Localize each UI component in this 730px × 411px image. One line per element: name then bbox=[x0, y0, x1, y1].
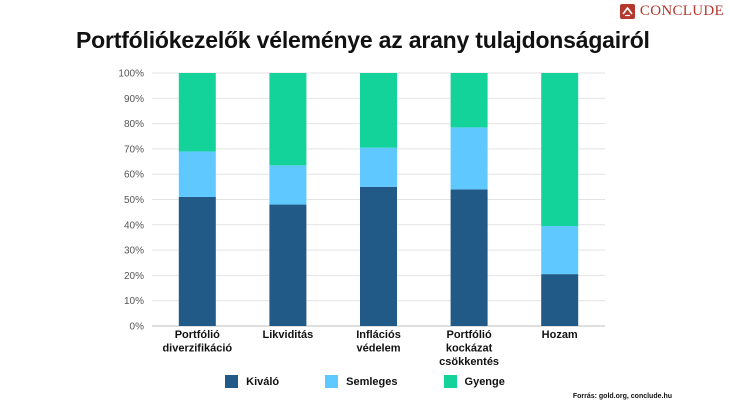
brand-logo: CONCLUDE bbox=[619, 3, 724, 20]
source-note: Forrás: gold.org, conclude.hu bbox=[572, 393, 672, 400]
bar-segment bbox=[450, 73, 488, 128]
y-tick-label: 80% bbox=[124, 119, 144, 130]
bar-segment bbox=[269, 165, 307, 205]
bar-segment bbox=[360, 73, 397, 148]
bar-segment bbox=[178, 151, 216, 197]
chart-legend: Kiváló Semleges Gyenge bbox=[0, 375, 730, 388]
x-category-label: Likviditás bbox=[263, 329, 314, 341]
bar-segment bbox=[360, 186, 397, 326]
x-category-label: védelem bbox=[356, 343, 400, 355]
y-tick-label: 100% bbox=[118, 69, 144, 80]
legend-item: Semleges bbox=[325, 375, 398, 388]
stacked-bar-chart: 0% 10% 20% 30% 40% 50% 60% 70% 80% 90% 100% Portfól… bbox=[118, 69, 605, 368]
bar-segment bbox=[450, 127, 488, 190]
y-tick-label: 20% bbox=[124, 271, 144, 282]
chart-title: Portfóliókezelők véleménye az arany tula… bbox=[76, 27, 650, 53]
y-tick-label: 10% bbox=[124, 296, 144, 307]
bar-segment bbox=[269, 204, 307, 326]
bar-segment bbox=[541, 274, 579, 326]
x-category-label: Inflációs bbox=[356, 329, 401, 341]
y-tick-label: 60% bbox=[124, 170, 144, 181]
legend-label: Gyenge bbox=[464, 375, 505, 388]
x-category-label: Portfólió bbox=[175, 329, 220, 341]
legend-swatch bbox=[325, 375, 339, 388]
x-category-label: csökkentés bbox=[439, 356, 499, 368]
legend-swatch bbox=[225, 375, 239, 388]
bar-segment bbox=[450, 189, 488, 326]
y-tick-label: 40% bbox=[124, 220, 144, 231]
y-tick-label: 90% bbox=[124, 94, 144, 105]
legend-label: Semleges bbox=[346, 375, 398, 388]
bar-segment bbox=[269, 73, 307, 166]
legend-item: Kiváló bbox=[225, 375, 279, 388]
y-tick-label: 30% bbox=[124, 246, 144, 257]
brand-name: CONCLUDE bbox=[639, 3, 724, 19]
brand-mark-icon bbox=[619, 4, 635, 19]
y-tick-label: 50% bbox=[124, 195, 144, 206]
x-category-label: Hozam bbox=[542, 329, 578, 341]
bar-segment bbox=[541, 73, 579, 227]
bar-segment bbox=[360, 147, 397, 187]
x-category-label: kockázat bbox=[446, 343, 493, 355]
bar-segment bbox=[178, 196, 216, 326]
bar-segment bbox=[541, 226, 579, 275]
x-category-label: diverzifikáció bbox=[162, 343, 232, 355]
y-tick-label: 0% bbox=[130, 322, 145, 333]
legend-item: Gyenge bbox=[443, 375, 505, 388]
x-category-label: Portfólió bbox=[446, 329, 491, 341]
bar-segment bbox=[178, 73, 216, 152]
legend-swatch bbox=[443, 375, 457, 388]
y-tick-label: 70% bbox=[124, 144, 144, 155]
legend-label: Kiváló bbox=[246, 375, 280, 388]
